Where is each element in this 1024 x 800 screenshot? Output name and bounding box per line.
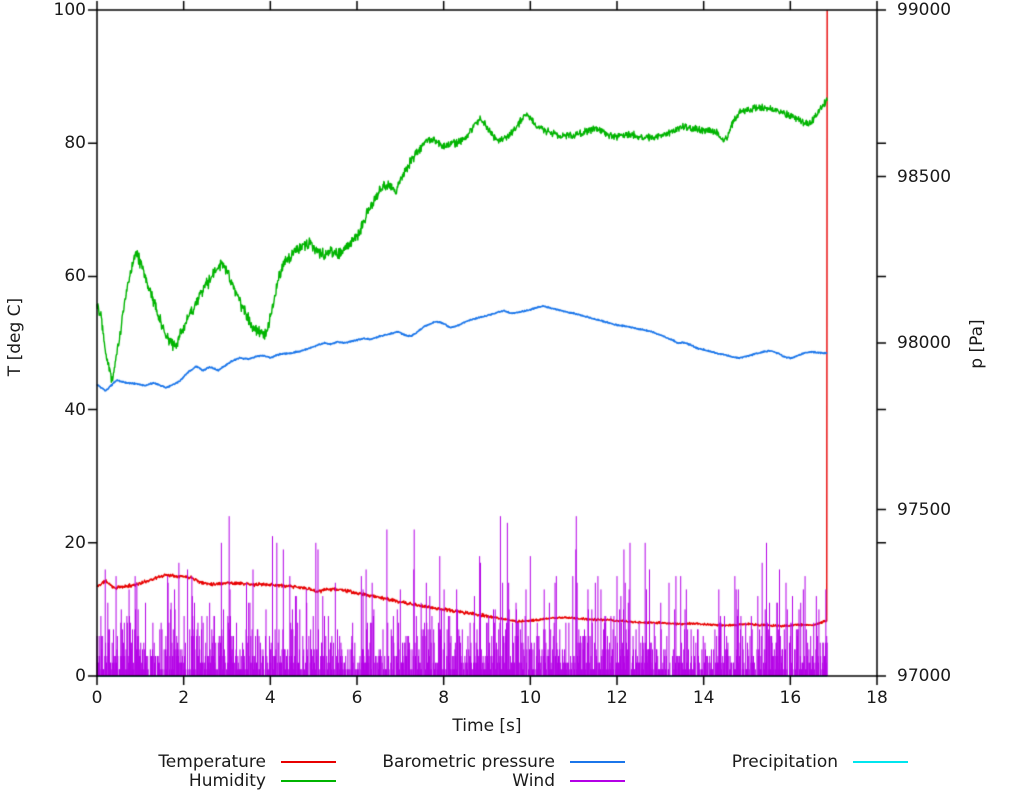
legend-item-temperature: Temperature [26,752,336,772]
y-axis-left-title: T [deg C] [5,297,25,377]
legend-line-temperature-icon [281,761,336,763]
y-right-tick-label: 97500 [897,499,952,520]
legend-label-temperature: Temperature [158,752,266,772]
legend-item-precipitation: Precipitation [598,752,908,772]
x-tick-label: 16 [779,688,802,708]
y-left-tick-label: 60 [64,266,86,287]
legend-line-humidity-icon [281,780,336,782]
x-tick-label: 4 [264,688,276,708]
y-left-tick-label: 0 [75,666,86,686]
x-tick-label: 2 [178,688,190,708]
x-tick-label: 18 [866,688,888,708]
legend-line-wind-icon [570,780,625,782]
legend-label-humidity: Humidity [188,771,266,791]
y-left-tick-label: 100 [53,0,86,20]
y-right-tick-label: 98000 [897,333,952,353]
legend-line-barometric-pressure-icon [570,761,625,763]
legend-label-barometric-pressure: Barometric pressure [382,752,555,772]
y-left-tick-label: 20 [64,532,86,553]
x-tick-label: 8 [438,688,450,708]
x-tick-label: 12 [606,688,628,708]
legend-item-barometric-pressure: Barometric pressure [315,752,625,772]
legend-label-precipitation: Precipitation [731,752,838,772]
y-axis-right-title: p [Pa] [967,319,987,369]
x-tick-label: 14 [692,688,715,708]
x-tick-label: 6 [351,688,363,708]
x-axis-title: Time [s] [452,716,522,736]
y-right-tick-label: 97000 [897,666,952,686]
y-right-tick-label: 98500 [897,166,952,187]
y-left-tick-label: 80 [64,133,86,154]
legend-item-humidity: Humidity [26,771,336,791]
x-tick-label: 0 [91,688,103,708]
y-right-tick-label: 99000 [897,0,952,20]
legend-label-wind: Wind [512,771,555,791]
legend-item-wind: Wind [315,771,625,791]
x-tick-label: 10 [519,688,542,708]
legend-line-precipitation-icon [853,761,908,763]
y-left-tick-label: 40 [64,399,86,420]
